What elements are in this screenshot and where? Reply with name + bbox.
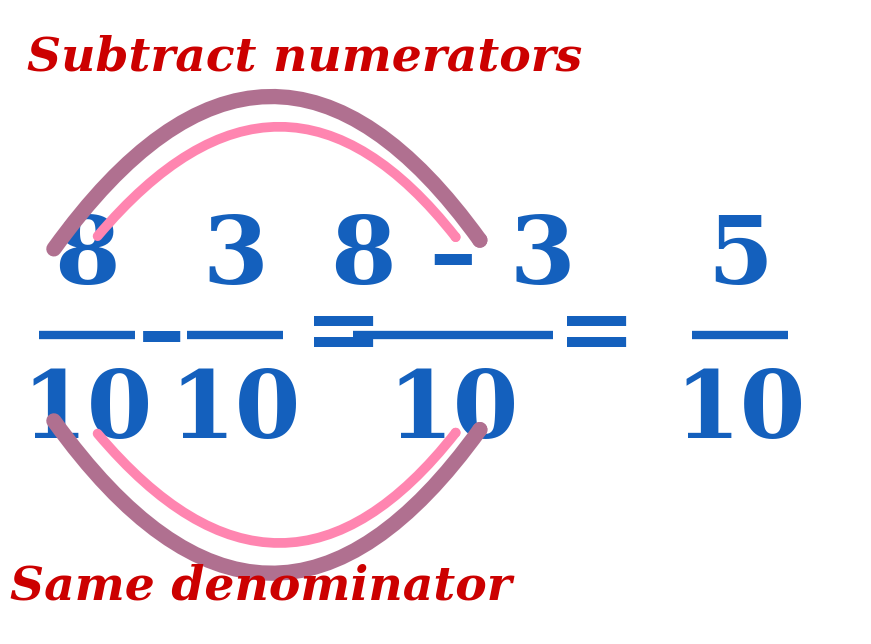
FancyArrowPatch shape xyxy=(98,127,456,237)
Text: Same denominator: Same denominator xyxy=(10,563,512,609)
Text: Subtract numerators: Subtract numerators xyxy=(27,35,583,81)
Text: =: = xyxy=(557,290,636,380)
Text: 5: 5 xyxy=(707,213,773,303)
Text: 8 – 3: 8 – 3 xyxy=(331,213,575,303)
Text: –: – xyxy=(138,290,185,380)
Text: 3: 3 xyxy=(202,213,268,303)
Text: 10: 10 xyxy=(170,367,300,457)
Text: 8: 8 xyxy=(54,213,120,303)
FancyArrowPatch shape xyxy=(54,97,480,249)
Text: 10: 10 xyxy=(675,367,806,457)
FancyArrowPatch shape xyxy=(98,433,456,543)
Text: 10: 10 xyxy=(22,367,152,457)
FancyArrowPatch shape xyxy=(54,421,480,573)
Text: 10: 10 xyxy=(388,367,518,457)
Text: =: = xyxy=(305,290,383,380)
